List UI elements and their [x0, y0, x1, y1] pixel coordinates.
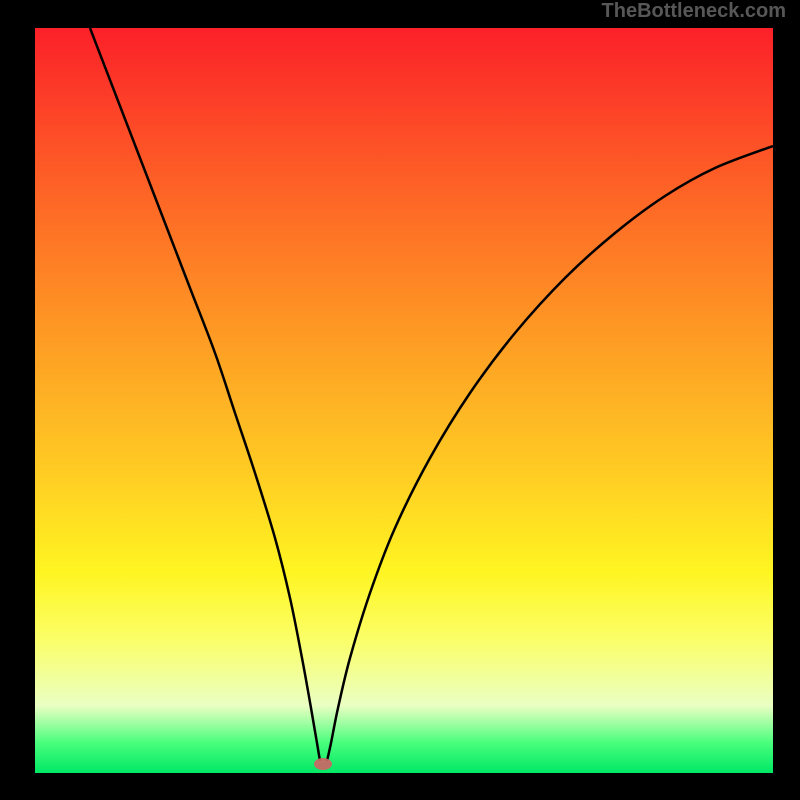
minimum-marker: [314, 758, 332, 770]
watermark-text: TheBottleneck.com: [602, 0, 786, 23]
bottleneck-curve: [35, 28, 773, 773]
plot-area: [35, 28, 773, 773]
curve-right-branch: [327, 146, 773, 761]
curve-left-branch: [90, 28, 320, 761]
